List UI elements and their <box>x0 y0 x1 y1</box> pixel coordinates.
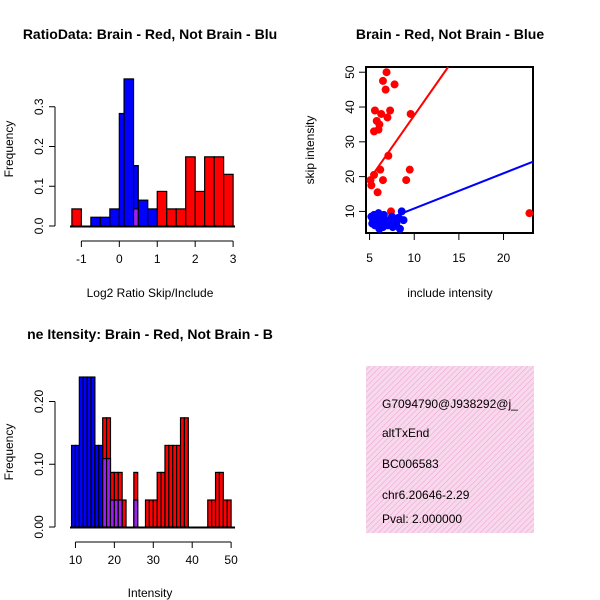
scatter-point-brain <box>378 76 387 85</box>
scatter-plot-box <box>365 66 534 234</box>
intensity-histogram-y-tick-label: 0.20 <box>32 390 46 414</box>
ratio-histogram-bar-brain <box>175 208 187 227</box>
scatter-point-brain <box>386 106 395 115</box>
intensity-histogram-ylabel: Frequency <box>2 424 16 481</box>
scatter-fit-lines <box>370 66 534 227</box>
intensity-histogram-x-tick-label: 30 <box>147 553 161 567</box>
scatter-point-brain <box>525 209 534 218</box>
ratio-histogram-bar-brain <box>166 208 177 227</box>
intensity-histogram-x-tick-label: 50 <box>224 553 238 567</box>
intensity-histogram-bar-brain <box>226 499 232 528</box>
scatter-point-not-brain <box>375 224 384 233</box>
ratio-histogram-y-tick-label: 0.2 <box>32 138 46 155</box>
scatter-point-not-brain <box>388 223 397 232</box>
scatter-x-tick-label: 5 <box>366 251 373 265</box>
location-text: chr6.20646-2.29 <box>382 488 470 502</box>
scatter-point-brain <box>377 109 386 118</box>
scatter-y-tick-label: 20 <box>343 170 357 184</box>
ratio-histogram-x-tick-label: 1 <box>154 252 161 266</box>
ratio-histogram-x-tick-label: -1 <box>76 252 87 266</box>
intensity-histogram-bar-overlap <box>117 499 123 528</box>
info-panel: G7094790@J938292@j_ altTxEnd BC006583 ch… <box>366 366 534 533</box>
scatter-point-brain <box>367 181 376 190</box>
scatter-point-brain <box>370 106 379 115</box>
ratio-histogram-panel: RatioData: Brain - Red, Not Brain - Blu … <box>2 26 277 300</box>
ratio-histogram-bar-not-brain <box>147 208 158 227</box>
event-type-text: altTxEnd <box>382 426 429 440</box>
ratio-histogram-xlabel: Log2 Ratio Skip/Include <box>87 286 214 300</box>
ratio-histogram-bar-brain <box>204 156 215 227</box>
scatter-point-brain <box>390 80 399 89</box>
intensity-histogram-xlabel: Intensity <box>128 586 173 600</box>
ratio-histogram-y-tick-label: 0.3 <box>32 98 46 115</box>
intensity-histogram-bars <box>70 376 232 528</box>
intensity-histogram-x-tick-label: 20 <box>108 553 122 567</box>
scatter-point-brain <box>373 188 382 197</box>
info-panel-background <box>366 366 534 533</box>
ratio-histogram-bar-peak <box>123 78 135 227</box>
scatter-point-not-brain <box>399 216 408 225</box>
fit-line-brain <box>370 66 449 178</box>
scatter-x-tick-label: 10 <box>408 251 422 265</box>
ratio-histogram-y-tick-label: 0.1 <box>32 178 46 195</box>
intensity-histogram-bar-overlap <box>133 499 139 528</box>
scatter-point-brain <box>383 113 392 122</box>
ratio-histogram-bar-brain <box>71 208 82 227</box>
ratio-histogram-x-tick-label: 3 <box>230 252 237 266</box>
intensity-histogram-title: ne Itensity: Brain - Red, Not Brain - B <box>27 326 273 342</box>
ratio-histogram-bar-brain <box>194 190 206 227</box>
ratio-histogram-x-tick-label: 0 <box>116 252 123 266</box>
ratio-histogram-bar-not-brain <box>137 199 149 227</box>
ratio-histogram-bar-not-brain <box>99 216 111 227</box>
intensity-histogram-y-tick-label: 0.10 <box>32 452 46 476</box>
intensity-histogram-bar-brain <box>183 417 189 528</box>
ratio-histogram-bar-brain <box>185 156 196 227</box>
scatter-panel: Brain - Red, Not Brain - Blue 5 10 15 20 10 2… <box>303 26 544 300</box>
scatter-y-tick-label: 10 <box>343 204 357 218</box>
ratio-histogram-bars <box>71 78 234 227</box>
scatter-point-brain <box>405 165 414 174</box>
accession-text: BC006583 <box>382 457 439 471</box>
scatter-point-brain <box>382 68 391 77</box>
intensity-histogram-y-tick-label: 0.00 <box>32 515 46 539</box>
scatter-point-brain <box>384 151 393 160</box>
scatter-x-tick-label: 15 <box>452 251 466 265</box>
intensity-histogram-panel: ne Itensity: Brain - Red, Not Brain - B … <box>2 326 273 600</box>
scatter-point-brain <box>374 125 383 134</box>
scatter-y-tick-label: 40 <box>343 100 357 114</box>
scatter-point-brain <box>376 165 385 174</box>
scatter-y-tick-label: 30 <box>343 135 357 149</box>
ratio-histogram-bar-brain <box>156 190 168 227</box>
ratio-histogram-axes: -1 0 1 2 3 0.0 0.1 0.2 0.3 <box>32 98 237 266</box>
scatter-point-brain <box>406 109 415 118</box>
ratio-histogram-title: RatioData: Brain - Red, Not Brain - Blu <box>23 26 277 42</box>
ratio-histogram-bar-not-brain <box>109 208 120 227</box>
scatter-axes: 5 10 15 20 10 20 30 40 50 <box>343 65 511 265</box>
scatter-xlabel: include intensity <box>407 286 492 300</box>
event-id-text: G7094790@J938292@j_ <box>382 397 518 411</box>
scatter-point-brain <box>381 85 390 94</box>
scatter-point-not-brain <box>368 219 377 228</box>
scatter-title: Brain - Red, Not Brain - Blue <box>356 26 544 42</box>
ratio-histogram-bar-not-brain <box>90 216 101 227</box>
ratio-histogram-ylabel: Frequency <box>2 121 16 178</box>
scatter-point-brain <box>378 176 387 185</box>
intensity-histogram-x-tick-label: 10 <box>69 553 83 567</box>
scatter-point-not-brain <box>397 207 406 216</box>
scatter-point-brain <box>402 176 411 185</box>
ratio-histogram-y-tick-label: 0.0 <box>32 217 46 234</box>
ratio-histogram-x-tick-label: 2 <box>192 252 199 266</box>
scatter-y-tick-label: 50 <box>343 65 357 79</box>
scatter-ylabel: skip intensity <box>303 116 317 185</box>
pval-text: Pval: 2.000000 <box>382 512 462 526</box>
ratio-histogram-bar-brain <box>213 156 225 227</box>
intensity-histogram-axes: 10 20 30 40 50 0.00 0.10 0.20 <box>32 390 238 567</box>
intensity-histogram-x-tick-label: 40 <box>186 553 200 567</box>
scatter-points <box>366 68 534 233</box>
scatter-point-not-brain <box>395 224 404 233</box>
ratio-histogram-bar-brain <box>223 173 234 227</box>
scatter-x-tick-label: 20 <box>497 251 511 265</box>
